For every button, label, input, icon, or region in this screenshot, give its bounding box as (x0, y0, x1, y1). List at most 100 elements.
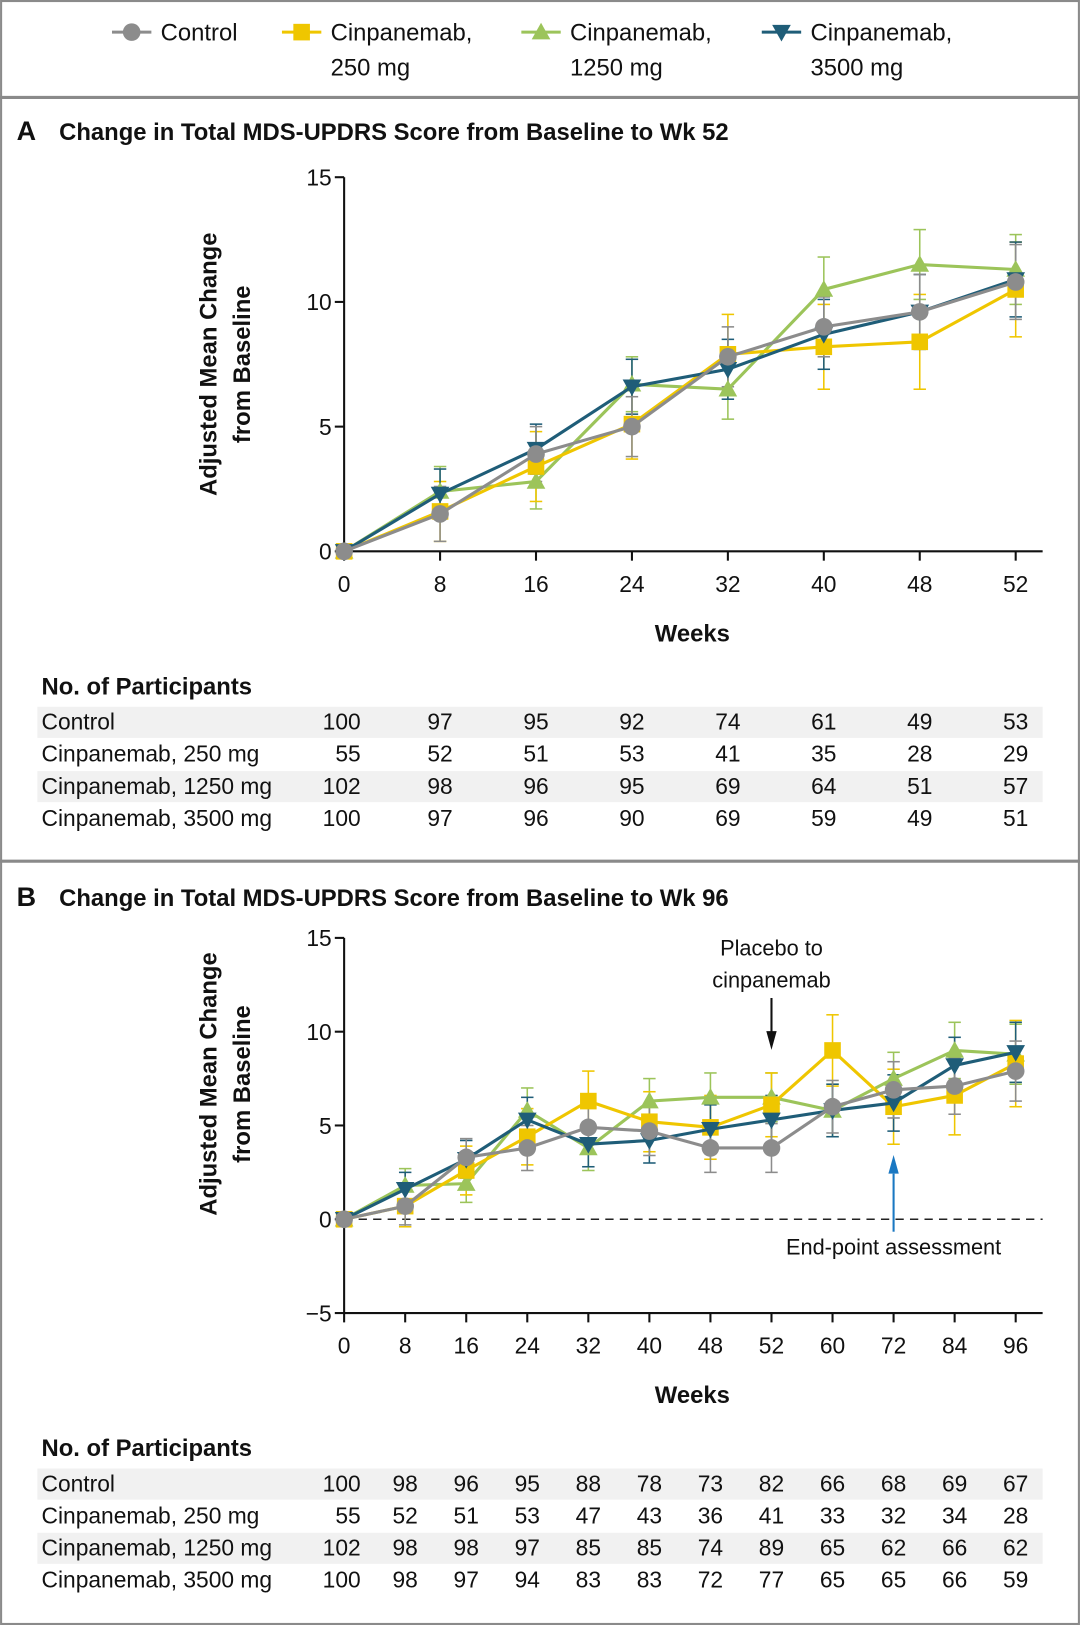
data-point-circle (884, 1081, 903, 1099)
participant-count: 100 (323, 1470, 361, 1496)
x-tick-label: 16 (523, 571, 548, 597)
data-point-circle (623, 417, 641, 436)
legend-marker-triangle-up (531, 22, 551, 40)
participant-count: 51 (1003, 805, 1028, 831)
participant-count: 98 (454, 1535, 479, 1561)
data-point-triangle-down (884, 1095, 903, 1113)
participant-count: 74 (715, 709, 740, 735)
series-line (343, 1069, 1017, 1221)
y-tick-label: 15 (306, 165, 331, 191)
y-tick-label: 5 (319, 1113, 332, 1139)
participant-count: 53 (515, 1502, 540, 1528)
participant-count: 69 (715, 805, 740, 831)
participant-count: 57 (1003, 773, 1028, 799)
participant-count: 68 (881, 1470, 906, 1496)
participant-count: 73 (698, 1470, 723, 1496)
row-label: Cinpanemab, 250 mg (42, 1502, 260, 1528)
data-point-triangle-down (579, 1136, 598, 1154)
y-tick-label: 10 (306, 1019, 331, 1045)
data-point-triangle-down (945, 1058, 964, 1075)
y-tick-label: 5 (319, 414, 332, 440)
data-point-triangle-down (395, 1182, 415, 1199)
row-label: Cinpanemab, 3500 mg (42, 805, 272, 831)
data-point-triangle-up (910, 255, 930, 272)
participant-count: 36 (698, 1502, 723, 1528)
x-tick-label: 52 (1003, 571, 1028, 597)
participant-count: 92 (619, 709, 644, 735)
participant-count: 65 (820, 1567, 845, 1593)
data-point-triangle-up (884, 1069, 903, 1086)
participant-count: 55 (335, 741, 360, 767)
participant-count: 41 (715, 741, 740, 767)
legend-label: Control (161, 19, 238, 46)
participant-count: 33 (820, 1502, 845, 1528)
data-point-triangle-down (517, 1112, 537, 1130)
y-axis-label: from Baseline (229, 1005, 256, 1163)
participant-count: 51 (454, 1502, 479, 1528)
panel-a-title: Change in Total MDS-UPDRS Score from Bas… (59, 119, 729, 146)
participant-count: 82 (759, 1470, 784, 1496)
row-label: Control (42, 709, 115, 735)
participant-count: 85 (637, 1535, 662, 1561)
row-label: Control (42, 1470, 115, 1496)
y-axis-label: from Baseline (229, 285, 256, 443)
x-tick-label: 52 (759, 1332, 784, 1358)
participant-count: 97 (427, 805, 452, 831)
x-tick-label: 0 (338, 571, 351, 597)
x-tick-label: 72 (881, 1332, 906, 1358)
x-tick-label: 8 (399, 1332, 412, 1358)
x-tick-label: 40 (811, 571, 836, 597)
data-point-circle (1006, 273, 1025, 291)
data-point-triangle-up (945, 1041, 964, 1058)
data-point-circle (945, 1077, 964, 1095)
participant-count: 100 (323, 1567, 361, 1593)
x-axis-label: Weeks (655, 621, 730, 648)
participant-count: 59 (811, 805, 836, 831)
data-point-circle (640, 1122, 659, 1140)
participant-count: 66 (942, 1535, 967, 1561)
participant-count: 62 (881, 1535, 906, 1561)
participant-count: 66 (942, 1567, 967, 1593)
data-point-square (815, 338, 833, 356)
data-point-circle (762, 1139, 781, 1157)
participant-count: 83 (576, 1567, 601, 1593)
table-row-stripe (37, 706, 1043, 738)
data-point-triangle-down (430, 486, 450, 504)
participant-count: 41 (759, 1502, 784, 1528)
data-point-triangle-up (456, 1174, 476, 1191)
series-line (343, 1048, 1016, 1221)
x-tick-label: 48 (698, 1332, 723, 1358)
row-label: Cinpanemab, 250 mg (42, 741, 260, 767)
participant-count: 52 (393, 1502, 418, 1528)
legend-label: Cinpanemab, (331, 19, 473, 46)
data-point-triangle-up (640, 1091, 659, 1109)
participant-count: 96 (523, 773, 548, 799)
data-point-square (763, 1096, 780, 1114)
participant-count: 51 (523, 741, 548, 767)
participant-count: 35 (811, 741, 836, 767)
participant-count: 65 (881, 1567, 906, 1593)
participant-count: 98 (393, 1470, 418, 1496)
participant-count: 100 (323, 709, 361, 735)
table-row-stripe (37, 1468, 1043, 1500)
x-tick-label: 60 (820, 1332, 845, 1358)
participant-count: 97 (515, 1535, 540, 1561)
data-point-square (911, 333, 929, 351)
participant-count: 97 (454, 1567, 479, 1593)
annotation-text: End-point assessment (786, 1235, 1001, 1260)
legend-marker-triangle-down (772, 24, 791, 42)
legend-label: Cinpanemab, (810, 19, 952, 46)
participant-count: 89 (759, 1535, 784, 1561)
participant-count: 28 (907, 741, 932, 767)
x-tick-label: 40 (637, 1332, 662, 1358)
participant-count: 67 (1003, 1470, 1028, 1496)
data-point-circle (719, 347, 737, 366)
series-line (343, 280, 1017, 553)
y-axis-label: Adjusted Mean Change (196, 233, 223, 496)
data-point-circle (701, 1139, 720, 1157)
participant-count: 102 (323, 1535, 361, 1561)
series-line (343, 262, 1016, 553)
participant-count: 61 (811, 709, 836, 735)
series-line (343, 1048, 1017, 1221)
